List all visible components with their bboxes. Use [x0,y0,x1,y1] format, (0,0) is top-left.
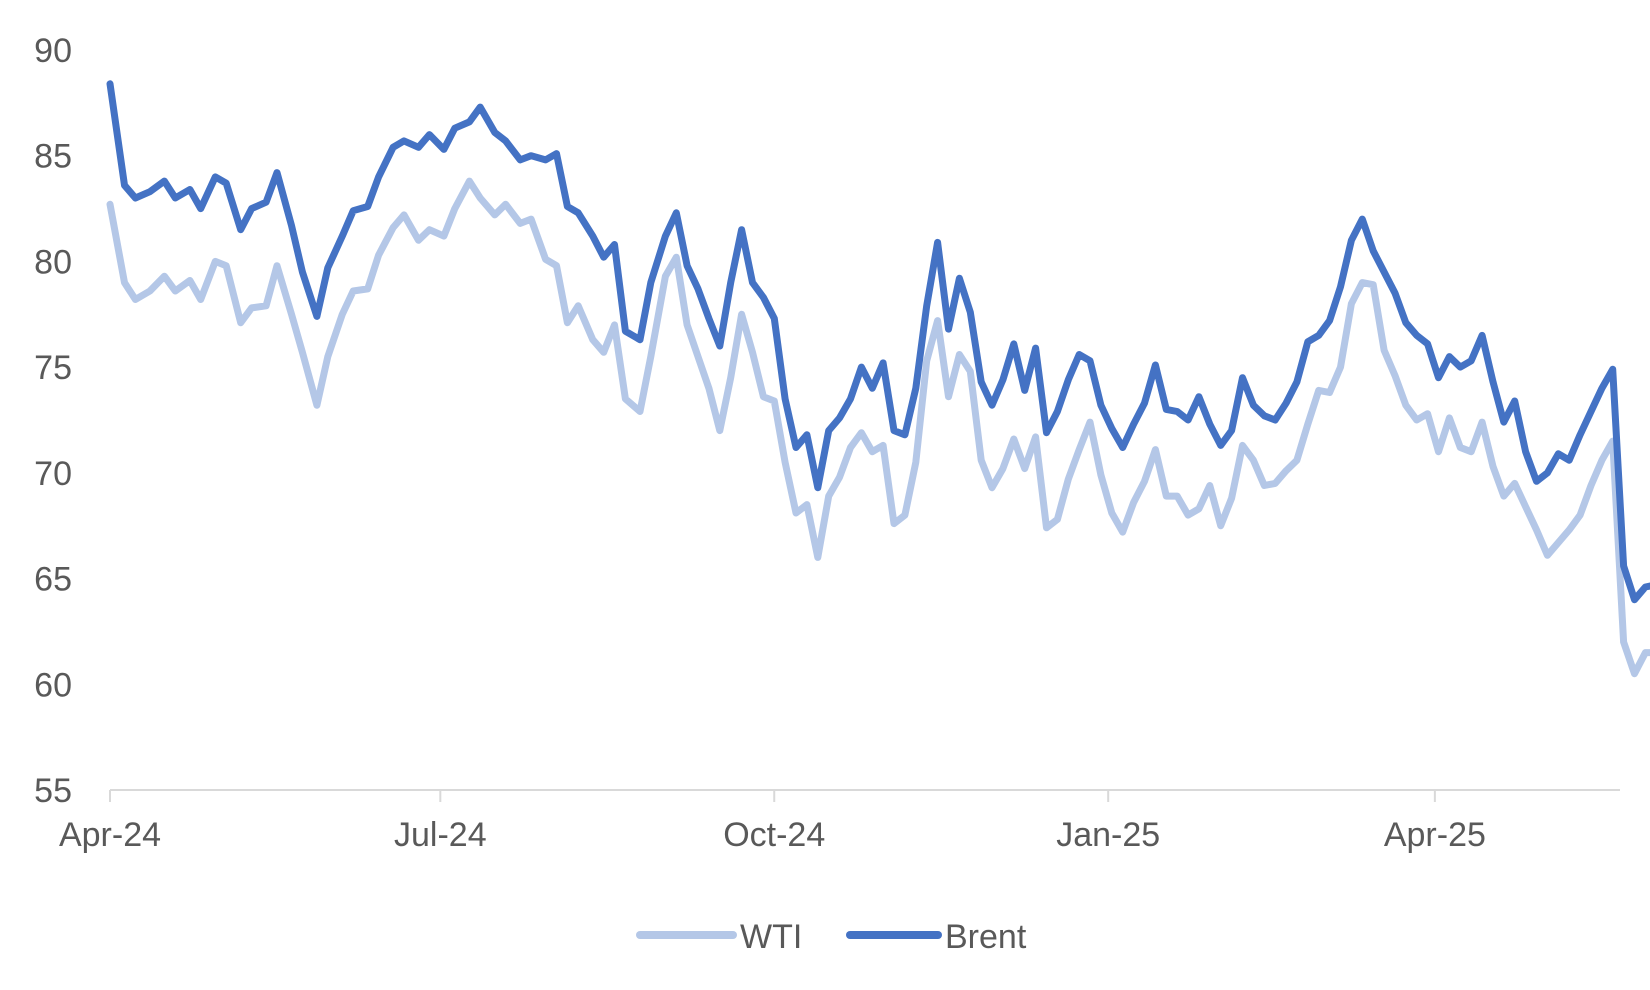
series-line-wti [106,177,1650,678]
x-tick-label: Apr-24 [59,816,161,854]
x-tick-label: Oct-24 [723,816,825,854]
y-tick-label: 75 [34,349,72,387]
y-tick-label: 70 [34,455,72,493]
y-tick-label: 65 [34,561,72,599]
x-tick-label: Jan-25 [1056,816,1160,854]
x-tick-label: Jul-24 [394,816,487,854]
legend-label-wti: WTI [740,918,802,956]
y-tick-label: 60 [34,666,72,704]
y-tick-label: 80 [34,243,72,281]
series-layer [106,80,1650,678]
y-tick-label: 55 [34,772,72,810]
x-axis: Apr-24 Jul-24 Oct-24 Jan-25 Apr-25 [59,789,1620,854]
y-axis: 55 60 65 70 75 80 85 90 [34,32,72,810]
y-tick-label: 90 [34,32,72,70]
y-tick-label: 85 [34,138,72,176]
legend: WTI Brent [636,918,1027,956]
x-tick-label: Apr-25 [1384,816,1486,854]
series-line-brent [106,80,1650,604]
legend-label-brent: Brent [945,918,1027,956]
